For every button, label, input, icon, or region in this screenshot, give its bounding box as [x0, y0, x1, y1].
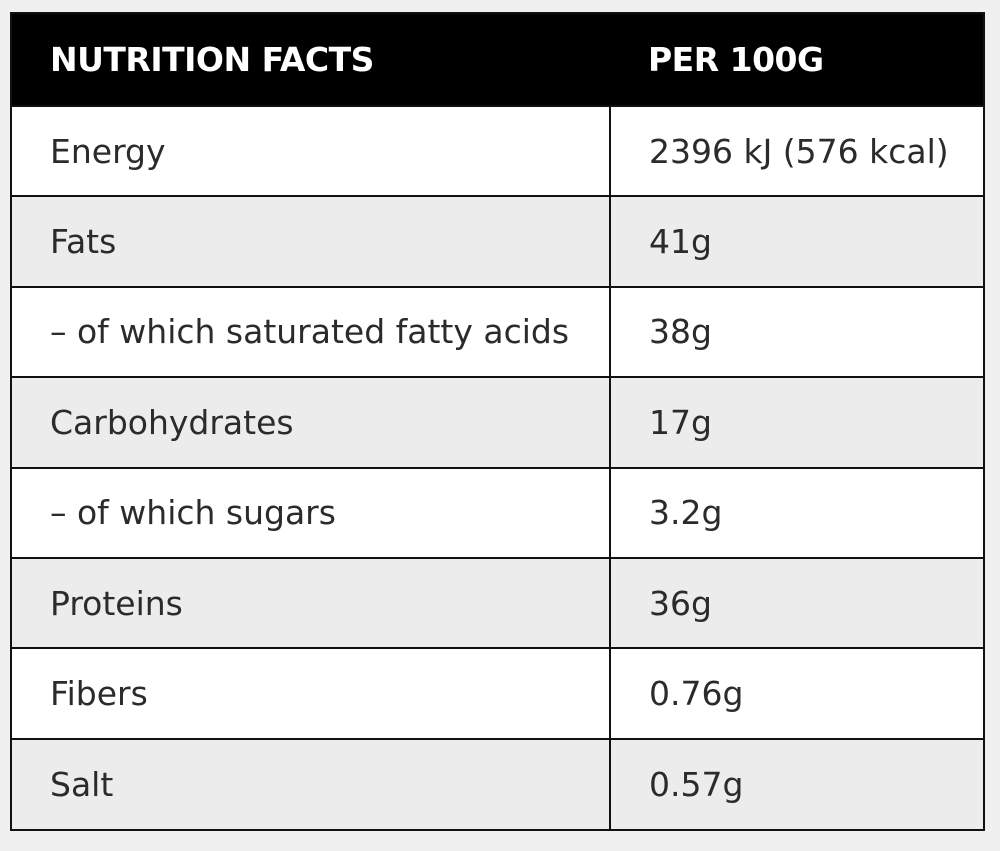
row-label: Proteins [12, 556, 611, 649]
row-value: 0.76g [610, 647, 983, 739]
row-value: 36g [610, 556, 983, 649]
table-row: Fibers 0.76g [12, 647, 983, 739]
table-row: Energy 2396 kJ (576 kcal) [12, 104, 983, 197]
table-row: Carbohydrates 17g [12, 376, 983, 468]
table-row: Proteins 36g [12, 556, 983, 649]
row-label: Carbohydrates [12, 376, 611, 468]
row-label: – of which sugars [12, 466, 611, 558]
table-header-row: NUTRITION FACTS PER 100G [12, 14, 983, 106]
row-value: 0.57g [610, 737, 983, 829]
row-value: 3.2g [610, 466, 983, 558]
row-label: – of which saturated fatty acids [12, 285, 611, 378]
nutrition-facts-table: NUTRITION FACTS PER 100G Energy 2396 kJ … [12, 14, 983, 829]
header-label: NUTRITION FACTS [12, 14, 610, 106]
row-value: 17g [610, 376, 983, 468]
table-row: – of which saturated fatty acids 38g [12, 285, 983, 378]
row-label: Fats [12, 195, 611, 287]
row-label: Salt [12, 737, 611, 829]
table-row: Fats 41g [12, 195, 983, 287]
table-row: Salt 0.57g [12, 737, 983, 829]
row-value: 2396 kJ (576 kcal) [610, 104, 983, 197]
table-row: – of which sugars 3.2g [12, 466, 983, 558]
row-value: 38g [610, 285, 983, 378]
nutrition-table: NUTRITION FACTS PER 100G Energy 2396 kJ … [10, 12, 985, 831]
row-label: Energy [12, 104, 611, 197]
header-value: PER 100G [610, 14, 983, 106]
row-value: 41g [610, 195, 983, 287]
row-label: Fibers [12, 647, 611, 739]
